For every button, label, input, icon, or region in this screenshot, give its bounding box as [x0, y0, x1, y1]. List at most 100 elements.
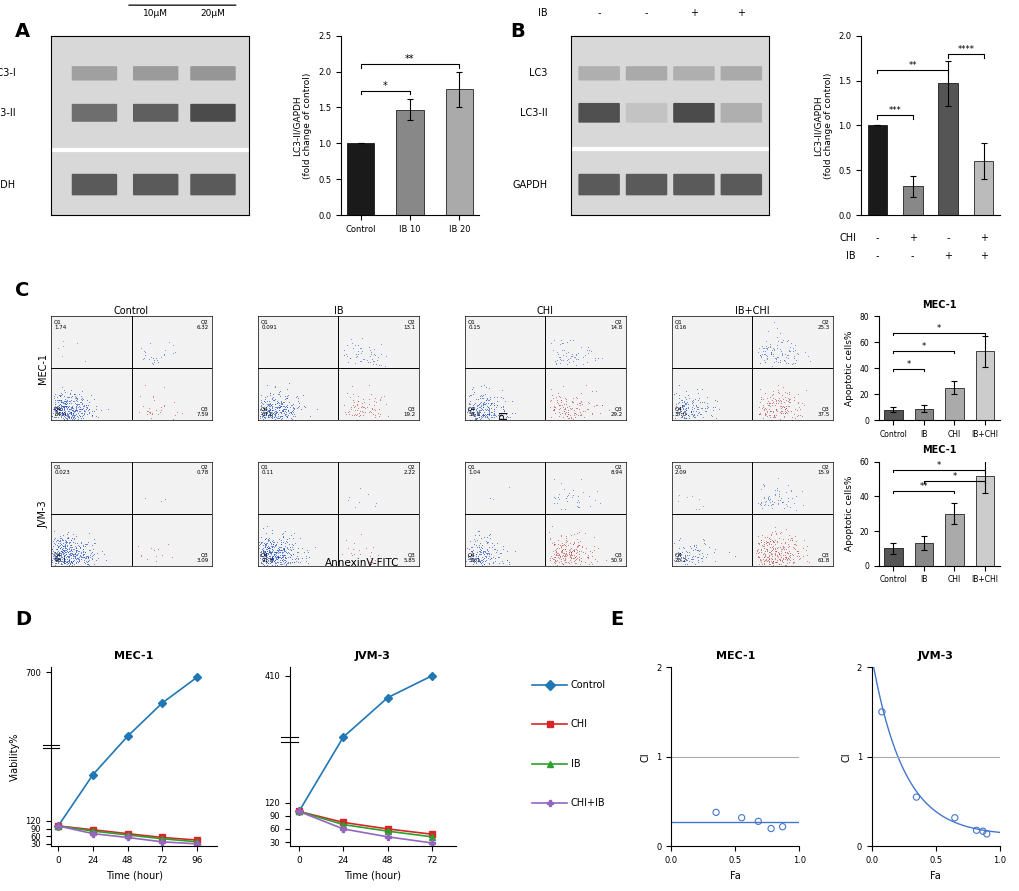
Point — [583, 544, 599, 559]
Point — [554, 348, 571, 363]
Point — [473, 408, 489, 422]
Point — [561, 550, 578, 564]
Point — [553, 406, 570, 421]
Point — [770, 386, 787, 400]
Point — [364, 401, 380, 415]
Point — [74, 542, 91, 556]
Point — [355, 352, 371, 366]
Point — [797, 382, 813, 396]
Point — [57, 538, 73, 552]
Point — [276, 551, 292, 565]
Point — [676, 404, 692, 418]
Point — [348, 398, 365, 413]
Point — [548, 554, 565, 568]
Point — [52, 541, 68, 555]
Point — [676, 405, 692, 419]
Point — [472, 379, 488, 393]
Point — [761, 337, 777, 351]
Point — [143, 541, 159, 555]
Bar — [396, 110, 423, 215]
Point — [73, 395, 90, 409]
Point — [786, 389, 802, 404]
Point — [264, 552, 280, 566]
Point — [557, 405, 574, 420]
Point — [473, 388, 489, 402]
Point — [262, 552, 278, 567]
Point — [75, 547, 92, 561]
FancyBboxPatch shape — [132, 174, 178, 195]
Point — [769, 495, 786, 510]
Point — [767, 350, 784, 364]
Point — [785, 541, 801, 555]
Point — [546, 403, 562, 417]
Point — [289, 391, 306, 405]
Point — [77, 554, 94, 568]
Point — [696, 404, 712, 418]
Point — [771, 399, 788, 413]
Point — [761, 540, 777, 554]
Point — [568, 390, 584, 405]
Point — [264, 552, 280, 566]
Text: Q2
8.94: Q2 8.94 — [610, 465, 623, 475]
Point — [567, 556, 583, 570]
Point — [506, 544, 523, 559]
Point — [473, 411, 489, 425]
Point — [49, 533, 65, 547]
Point — [762, 822, 779, 836]
Point — [259, 410, 275, 424]
Point — [338, 386, 355, 400]
Point — [307, 540, 323, 554]
Point — [557, 535, 574, 549]
Point — [748, 544, 764, 558]
Point — [86, 557, 102, 571]
Point — [52, 388, 68, 402]
Point — [669, 549, 686, 563]
Point — [690, 544, 706, 559]
Point — [61, 542, 77, 556]
Point — [339, 355, 356, 369]
Text: D: D — [15, 610, 32, 629]
Point — [693, 552, 709, 566]
Point — [260, 403, 276, 417]
Point — [72, 392, 89, 406]
FancyBboxPatch shape — [71, 66, 117, 80]
Point — [552, 540, 569, 554]
Point — [495, 409, 512, 423]
Point — [671, 546, 687, 560]
Point — [346, 407, 363, 421]
Point — [252, 545, 268, 560]
Point — [480, 406, 496, 421]
Point — [673, 545, 689, 560]
Point — [65, 408, 82, 422]
Point — [51, 405, 67, 419]
Point — [557, 546, 574, 560]
Point — [355, 392, 371, 406]
Point — [689, 543, 705, 557]
Point — [764, 542, 781, 556]
Point — [758, 341, 774, 356]
Point — [268, 410, 284, 424]
Text: 20μM: 20μM — [201, 9, 225, 18]
Point — [548, 548, 565, 562]
Point — [56, 548, 72, 562]
Point — [461, 389, 477, 404]
Point — [762, 527, 779, 542]
Point — [347, 350, 364, 364]
Point — [476, 408, 492, 422]
Point — [267, 406, 283, 421]
Point — [278, 535, 294, 550]
Point — [57, 543, 73, 557]
Point — [50, 553, 66, 568]
Point — [766, 394, 783, 408]
Point — [761, 345, 777, 359]
Point — [256, 403, 272, 417]
Point — [685, 408, 701, 422]
Point — [772, 396, 789, 410]
Point — [679, 545, 695, 560]
Point — [545, 399, 561, 413]
Point — [61, 549, 77, 563]
Point — [873, 705, 890, 719]
Point — [53, 395, 69, 409]
Point — [271, 409, 287, 423]
Point — [770, 557, 787, 571]
